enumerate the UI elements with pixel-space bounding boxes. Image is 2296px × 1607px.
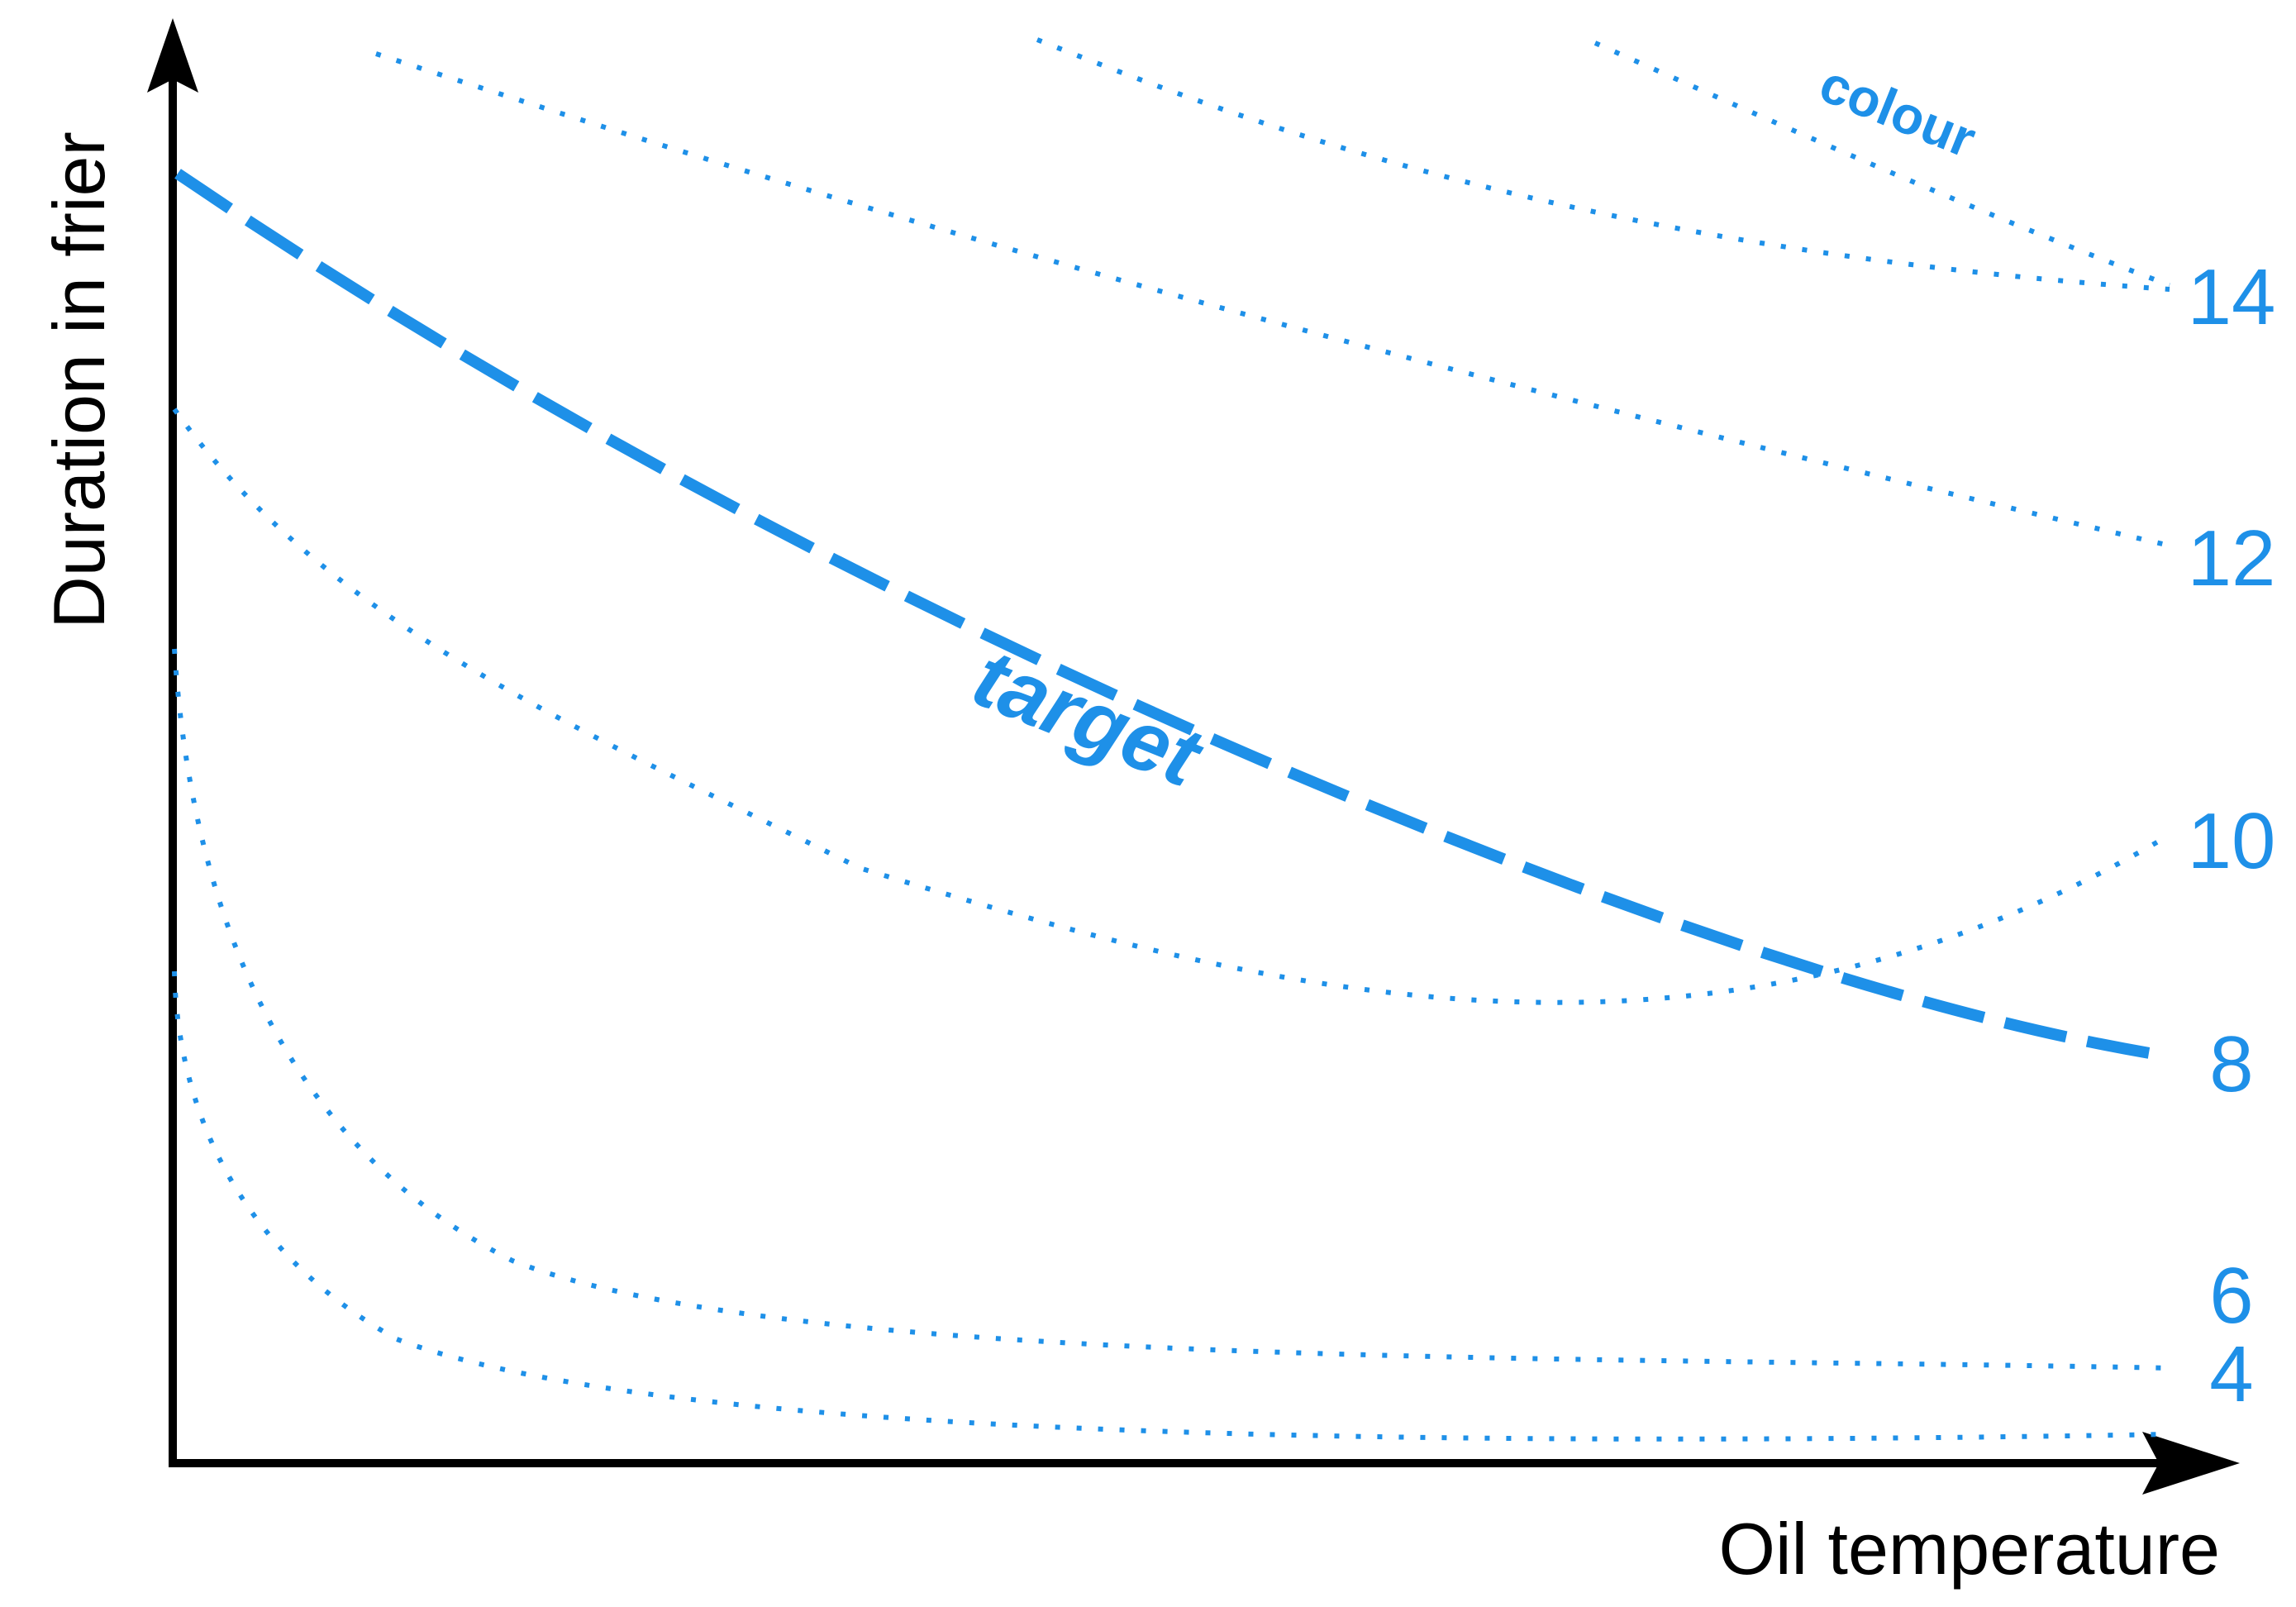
contour-curve-level-6 [172, 648, 2170, 1371]
level-label-14: 14 [2188, 253, 2276, 341]
contour-level-labels: 14 12 10 8 6 4 [2188, 253, 2276, 1419]
colour-caption: colour [1812, 54, 1984, 169]
level-label-6: 6 [2209, 1252, 2253, 1340]
axes: Duration in frier Oil temperature [38, 18, 2240, 1590]
level-label-10: 10 [2188, 797, 2276, 885]
y-axis-arrowhead [147, 18, 198, 93]
contour-curves [172, 37, 2171, 1442]
contour-curve-short-upper [1593, 41, 2171, 288]
level-label-8: 8 [2209, 1020, 2253, 1109]
level-label-4: 4 [2209, 1330, 2253, 1419]
x-axis-arrowhead [2142, 1432, 2240, 1495]
target-curve-level-8 [174, 169, 2171, 1062]
contour-curve-level-14 [1036, 37, 2170, 292]
x-axis-title: Oil temperature [1719, 1508, 2220, 1590]
level-label-12: 12 [2188, 514, 2276, 603]
contour-curve-level-4 [172, 970, 2170, 1442]
target-caption: target [960, 630, 1216, 806]
y-axis-title: Duration in frier [38, 131, 120, 629]
